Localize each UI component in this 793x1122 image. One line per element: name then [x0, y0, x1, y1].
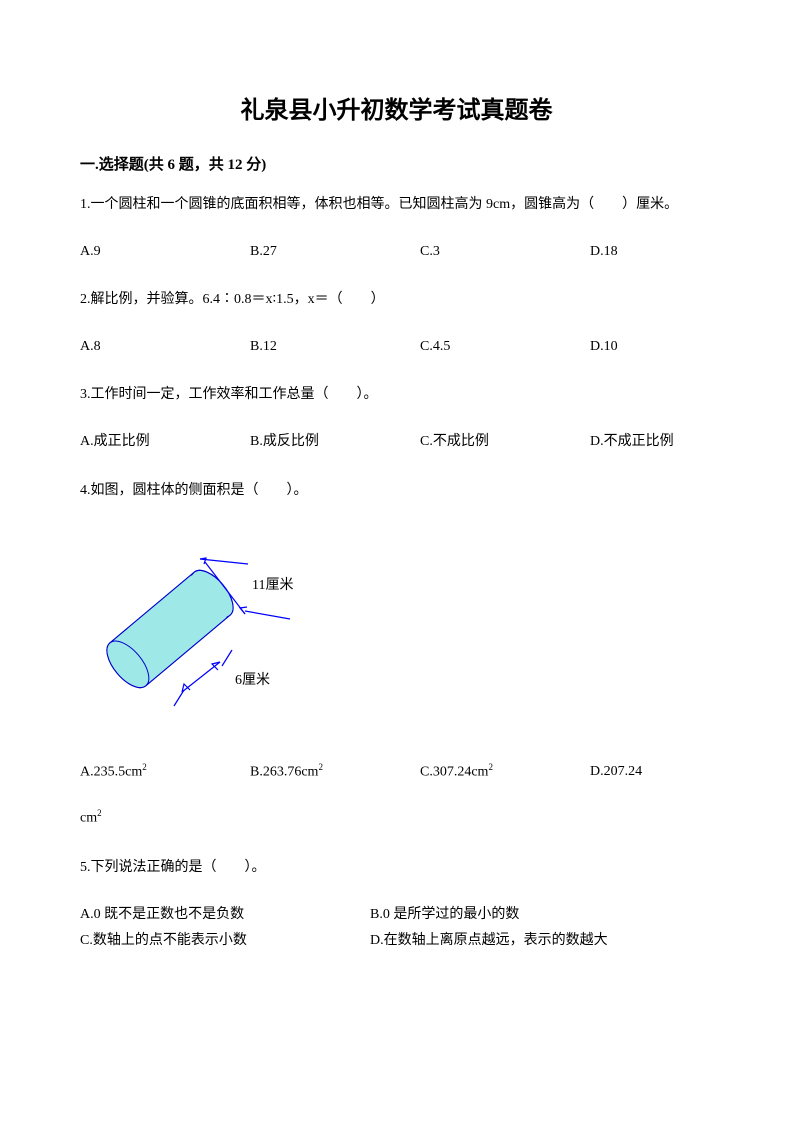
- q1-option-b: B.27: [250, 239, 420, 266]
- question-3-options: A.成正比例 B.成反比例 C.不成比例 D.不成正比例: [80, 429, 713, 456]
- q5-option-b: B.0 是所学过的最小的数: [370, 902, 713, 929]
- question-4-options: A.235.5cm2 B.263.76cm2 C.307.24cm2 D.207…: [80, 759, 713, 786]
- svg-text:6厘米: 6厘米: [235, 672, 270, 688]
- question-4: 4.如图，圆柱体的侧面积是（ ）。: [80, 478, 713, 505]
- q4-option-d-unit: cm2: [80, 808, 713, 827]
- q3-option-b: B.成反比例: [250, 429, 420, 456]
- q1-option-a: A.9: [80, 239, 250, 266]
- q4-option-c: C.307.24cm2: [420, 759, 590, 786]
- q2-option-c: C.4.5: [420, 334, 590, 361]
- q5-option-c: C.数轴上的点不能表示小数: [80, 928, 370, 955]
- q2-option-d: D.10: [590, 334, 713, 361]
- q2-option-b: B.12: [250, 334, 420, 361]
- q3-option-c: C.不成比例: [420, 429, 590, 456]
- page-title: 礼泉县小升初数学考试真题卷: [80, 90, 713, 125]
- question-1-options: A.9 B.27 C.3 D.18: [80, 239, 713, 266]
- section-header: 一.选择题(共 6 题，共 12 分): [80, 153, 713, 174]
- q4-option-a: A.235.5cm2: [80, 759, 250, 786]
- q3-option-d: D.不成正比例: [590, 429, 713, 456]
- q1-option-d: D.18: [590, 239, 713, 266]
- q2-option-a: A.8: [80, 334, 250, 361]
- q3-option-a: A.成正比例: [80, 429, 250, 456]
- svg-text:11厘米: 11厘米: [252, 577, 293, 593]
- question-3: 3.工作时间一定，工作效率和工作总量（ ）。: [80, 382, 713, 409]
- q5-option-a: A.0 既不是正数也不是负数: [80, 902, 370, 929]
- q4-option-d: D.207.24: [590, 759, 713, 786]
- question-5-options: A.0 既不是正数也不是负数 B.0 是所学过的最小的数 C.数轴上的点不能表示…: [80, 902, 713, 955]
- q5-option-d: D.在数轴上离原点越远，表示的数越大: [370, 928, 713, 955]
- question-1: 1.一个圆柱和一个圆锥的底面积相等，体积也相等。已知圆柱高为 9cm，圆锥高为（…: [80, 192, 713, 219]
- q4-option-b: B.263.76cm2: [250, 759, 420, 786]
- question-5: 5.下列说法正确的是（ ）。: [80, 855, 713, 882]
- question-2: 2.解比例，并验算。6.4∶0.8＝x∶1.5，x＝（ ）: [80, 287, 713, 314]
- cylinder-diagram: 11厘米 6厘米: [90, 544, 330, 724]
- question-2-options: A.8 B.12 C.4.5 D.10: [80, 334, 713, 361]
- q1-option-c: C.3: [420, 239, 590, 266]
